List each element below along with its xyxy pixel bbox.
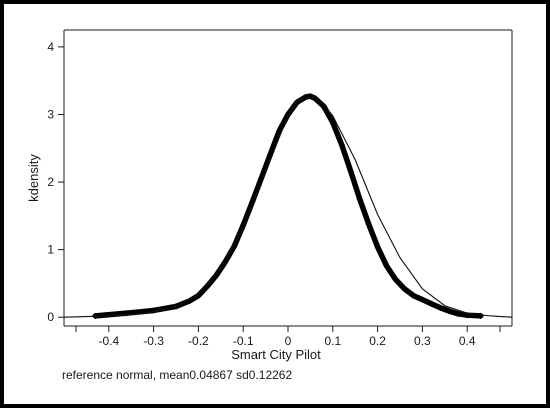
x-tick-label: 0 bbox=[285, 334, 292, 348]
kdensity-point bbox=[410, 292, 417, 299]
kdensity-point bbox=[428, 300, 435, 307]
kdensity-point bbox=[222, 258, 229, 265]
kdensity-point bbox=[213, 272, 220, 279]
series-layer bbox=[63, 93, 513, 320]
x-tick-label: 0.1 bbox=[324, 334, 341, 348]
kdensity-point bbox=[302, 93, 310, 101]
kdensity-point bbox=[383, 262, 390, 270]
kdensity-point bbox=[231, 243, 238, 250]
y-tick-label: 1 bbox=[47, 243, 54, 257]
y-tick-label: 3 bbox=[47, 107, 54, 121]
kdensity-point bbox=[392, 276, 399, 283]
kdensity-point bbox=[347, 168, 354, 175]
x-tick-label: -0.1 bbox=[233, 334, 254, 348]
kdensity-point bbox=[401, 285, 408, 293]
y-ticks: 0 1 2 3 4 bbox=[47, 40, 64, 324]
x-tick-label: 0.4 bbox=[459, 334, 476, 348]
axes bbox=[63, 29, 513, 327]
x-tick-label: -0.2 bbox=[188, 334, 209, 348]
reference-normal-line bbox=[63, 97, 513, 318]
kdensity-point bbox=[356, 195, 363, 203]
kdensity-point bbox=[204, 282, 211, 290]
kdensity-point bbox=[338, 141, 345, 149]
x-axis-label: Smart City Pilot bbox=[231, 347, 321, 362]
y-axis-label: kdensity bbox=[26, 154, 41, 202]
y-tick-label: 0 bbox=[47, 310, 54, 324]
y-tick-label: 4 bbox=[47, 40, 54, 54]
x-tick-label: -0.4 bbox=[98, 334, 119, 348]
kdensity-point bbox=[446, 307, 453, 315]
kdensity-point bbox=[186, 297, 193, 305]
x-tick-label: 0.2 bbox=[369, 334, 386, 348]
kdensity-point bbox=[455, 310, 462, 318]
kdensity-line bbox=[92, 93, 484, 319]
kdensity-point bbox=[195, 292, 202, 299]
kdensity-point bbox=[437, 304, 444, 311]
kdensity-point bbox=[248, 199, 256, 206]
y-tick-label: 2 bbox=[47, 175, 54, 189]
reference-note: reference normal, mean0.04867 sd0.12262 bbox=[62, 368, 292, 382]
x-ticks: -0.4 -0.3 -0.2 -0.1 0 0.1 0.2 0.3 0.4 bbox=[75, 326, 501, 348]
kdensity-point bbox=[320, 103, 328, 110]
x-tick-label: 0.3 bbox=[414, 334, 431, 348]
kdensity-point bbox=[419, 296, 426, 303]
kdensity-point bbox=[374, 243, 381, 251]
kdensity-point bbox=[365, 220, 372, 228]
x-tick-label: -0.3 bbox=[143, 334, 164, 348]
kdensity-point bbox=[266, 151, 274, 159]
kdensity-point bbox=[329, 119, 336, 126]
